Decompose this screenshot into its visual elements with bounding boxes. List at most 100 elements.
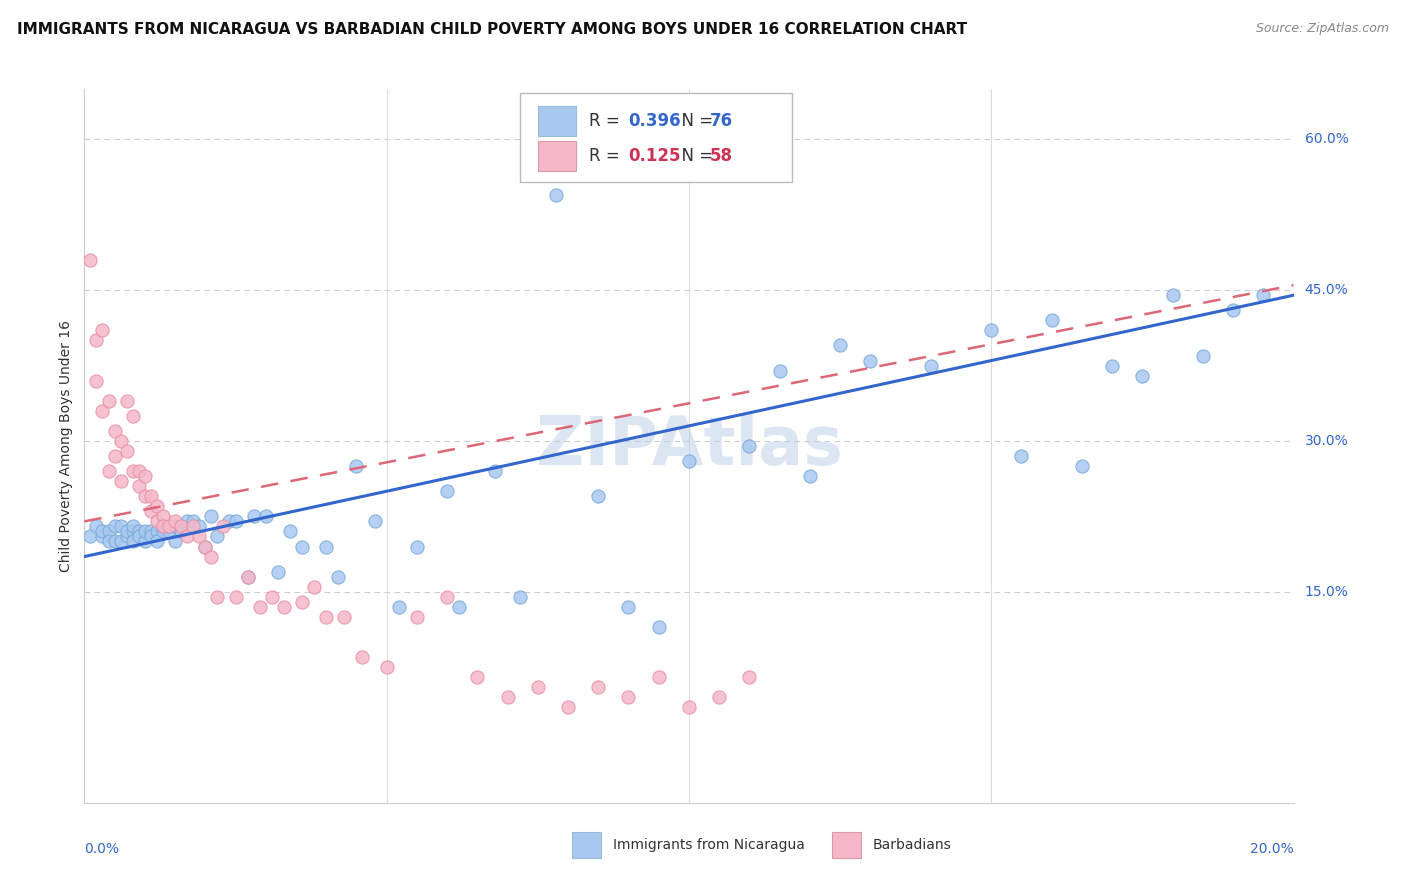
- Text: Source: ZipAtlas.com: Source: ZipAtlas.com: [1256, 22, 1389, 36]
- Point: [1130, 368, 1153, 383]
- Point: [121, 534, 143, 549]
- Point: [128, 524, 150, 539]
- Point: [115, 529, 138, 543]
- Point: [110, 434, 132, 448]
- Point: [194, 540, 217, 554]
- Point: [273, 599, 295, 614]
- Text: 30.0%: 30.0%: [1305, 434, 1348, 448]
- Point: [91, 323, 114, 337]
- Point: [194, 540, 217, 554]
- Point: [181, 519, 204, 533]
- Point: [527, 680, 550, 694]
- FancyBboxPatch shape: [572, 832, 600, 858]
- Point: [1071, 459, 1094, 474]
- Text: 0.0%: 0.0%: [84, 842, 120, 855]
- Point: [328, 569, 350, 583]
- Point: [738, 670, 761, 684]
- Point: [146, 524, 169, 539]
- Point: [225, 590, 247, 604]
- Point: [496, 690, 519, 705]
- Point: [91, 524, 114, 539]
- Point: [678, 700, 700, 714]
- Text: ZIPAtlas: ZIPAtlas: [536, 413, 842, 479]
- Point: [544, 187, 567, 202]
- Point: [212, 519, 235, 533]
- Point: [134, 534, 156, 549]
- Point: [799, 469, 821, 483]
- Point: [128, 529, 150, 543]
- Point: [236, 569, 259, 583]
- Point: [115, 393, 138, 408]
- Point: [920, 359, 942, 373]
- Point: [165, 534, 187, 549]
- Point: [165, 515, 187, 529]
- Point: [152, 519, 174, 533]
- Point: [333, 610, 356, 624]
- Point: [200, 549, 222, 564]
- Point: [346, 459, 368, 474]
- Point: [267, 565, 290, 579]
- Point: [152, 524, 174, 539]
- Point: [121, 524, 143, 539]
- Text: Immigrants from Nicaragua: Immigrants from Nicaragua: [613, 838, 804, 852]
- Point: [406, 610, 429, 624]
- Point: [110, 534, 132, 549]
- Point: [1011, 449, 1033, 463]
- Point: [1161, 288, 1184, 302]
- Point: [176, 515, 198, 529]
- Point: [617, 690, 640, 705]
- Point: [146, 515, 169, 529]
- Point: [980, 323, 1002, 337]
- Point: [769, 363, 792, 377]
- Point: [388, 599, 411, 614]
- Point: [157, 519, 180, 533]
- Text: Barbadians: Barbadians: [873, 838, 952, 852]
- Point: [86, 334, 108, 348]
- Point: [375, 660, 398, 674]
- Text: N =: N =: [671, 147, 718, 165]
- Point: [170, 519, 193, 533]
- Point: [152, 509, 174, 524]
- Point: [678, 454, 700, 468]
- Point: [1101, 359, 1123, 373]
- Text: 76: 76: [710, 112, 733, 129]
- Point: [315, 610, 337, 624]
- Point: [260, 590, 283, 604]
- Point: [467, 670, 489, 684]
- Point: [152, 519, 174, 533]
- Point: [128, 479, 150, 493]
- Point: [249, 599, 271, 614]
- Point: [436, 484, 458, 499]
- Point: [170, 524, 193, 539]
- Point: [1040, 313, 1063, 327]
- FancyBboxPatch shape: [538, 141, 576, 171]
- Point: [157, 519, 180, 533]
- Point: [97, 464, 120, 478]
- Point: [830, 338, 852, 352]
- Point: [709, 690, 731, 705]
- Text: N =: N =: [671, 112, 718, 129]
- Point: [86, 374, 108, 388]
- Point: [449, 599, 471, 614]
- Point: [1222, 303, 1244, 318]
- Point: [128, 464, 150, 478]
- Point: [242, 509, 264, 524]
- Text: R =: R =: [589, 112, 624, 129]
- Text: 0.396: 0.396: [628, 112, 681, 129]
- Point: [121, 464, 143, 478]
- Point: [406, 540, 429, 554]
- Point: [218, 515, 240, 529]
- Text: R =: R =: [589, 147, 624, 165]
- Point: [648, 670, 671, 684]
- Point: [181, 515, 204, 529]
- Point: [509, 590, 531, 604]
- Point: [588, 489, 610, 503]
- Point: [436, 590, 458, 604]
- Point: [139, 524, 162, 539]
- Point: [254, 509, 277, 524]
- Point: [588, 680, 610, 694]
- Point: [617, 599, 640, 614]
- Point: [302, 580, 325, 594]
- FancyBboxPatch shape: [538, 105, 576, 136]
- Point: [1192, 349, 1215, 363]
